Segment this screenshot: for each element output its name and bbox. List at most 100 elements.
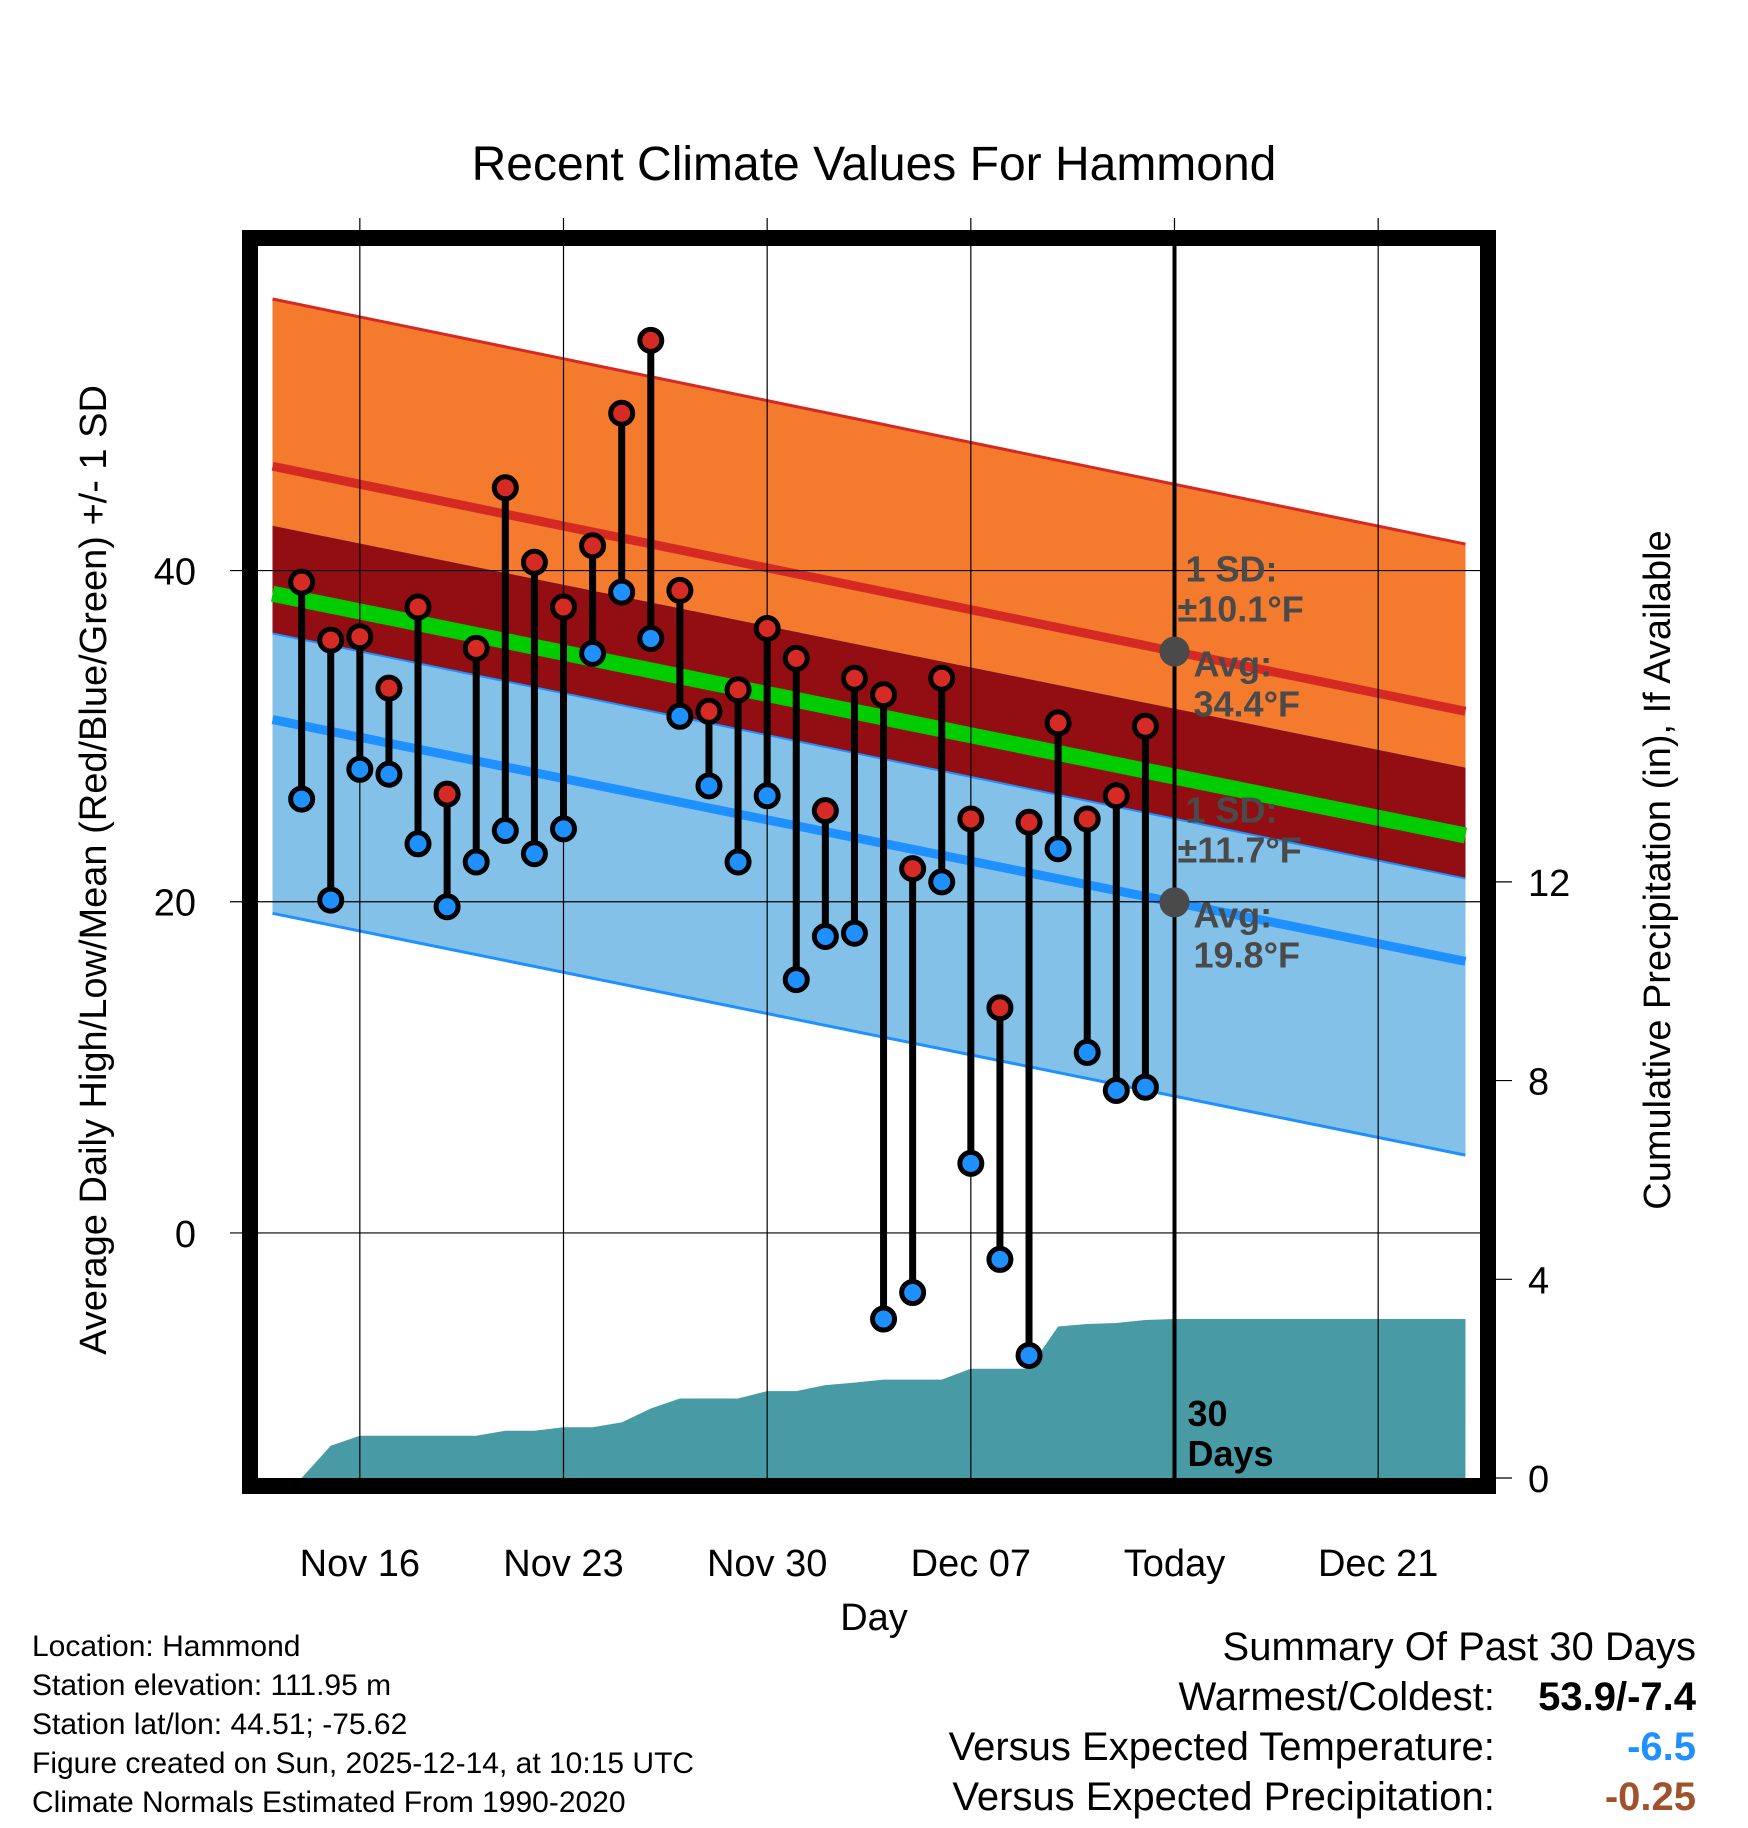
daily-high-point <box>1015 808 1043 836</box>
y-axis-label-right: Cumulative Precipitation (in), If Availa… <box>1637 530 1679 1209</box>
latlon-text: Station lat/lon: 44.51; -75.62 <box>32 1708 408 1741</box>
daily-low-point <box>520 840 548 868</box>
daily-low-point <box>433 893 461 921</box>
precip-value: -0.25 <box>1604 1775 1696 1819</box>
day-observation <box>637 326 665 652</box>
y-right-tick-label: 8 <box>1528 1062 1549 1104</box>
daily-high-point <box>637 326 665 354</box>
daily-low-point <box>753 782 781 810</box>
day-observation <box>986 994 1014 1273</box>
warm-cold-label: Warmest/Coldest: <box>1178 1675 1495 1719</box>
day-observation <box>899 855 927 1307</box>
daily-high-point <box>899 855 927 883</box>
day-observation <box>608 399 636 606</box>
daily-low-point <box>840 919 868 947</box>
daily-high-point <box>811 797 839 825</box>
low-band-lower-edge <box>272 911 1466 1157</box>
temp-label: Versus Expected Temperature: <box>948 1725 1495 1769</box>
daily-low-point <box>346 755 374 783</box>
y-right-tick-label: 12 <box>1528 863 1570 905</box>
day-observation <box>520 548 548 868</box>
daily-low-point <box>608 578 636 606</box>
daily-high-point <box>317 626 345 654</box>
daily-high-point <box>346 623 374 651</box>
location-text: Location: Hammond <box>32 1630 301 1663</box>
day-observation <box>811 797 839 951</box>
high-sd-value: ±10.1°F <box>1178 589 1304 630</box>
temp-value: -6.5 <box>1627 1725 1696 1769</box>
x-tick-label: Nov 23 <box>503 1543 623 1585</box>
day-observation <box>1015 808 1043 1369</box>
today-high-avg-marker <box>1159 636 1190 667</box>
daily-low-point <box>579 639 607 667</box>
daily-low-point <box>782 966 810 994</box>
day-observation <box>1131 712 1159 1101</box>
day-observation <box>375 674 403 788</box>
y-right-tick-label: 0 <box>1528 1459 1549 1501</box>
day-observation <box>1044 709 1072 863</box>
daily-high-point <box>491 474 519 502</box>
daily-low-point <box>1015 1341 1043 1369</box>
precip-label: Versus Expected Precipitation: <box>952 1775 1495 1819</box>
y-right-tick-label: 4 <box>1528 1260 1549 1302</box>
daily-low-point <box>928 868 956 896</box>
low-sd-label: 1 SD: <box>1186 789 1278 830</box>
daily-high-point <box>986 994 1014 1022</box>
normals-text: Climate Normals Estimated From 1990-2020 <box>32 1786 626 1819</box>
x-tick-label: Nov 30 <box>707 1543 827 1585</box>
day-observation <box>1102 782 1130 1105</box>
daily-low-point <box>375 760 403 788</box>
daily-low-point <box>317 886 345 914</box>
daily-low-point <box>986 1245 1014 1273</box>
high-band-upper-edge <box>272 297 1466 546</box>
days-count-word: Days <box>1188 1433 1274 1474</box>
chart-title: Recent Climate Values For Hammond <box>472 138 1277 191</box>
warm-cold-value: 53.9/-7.4 <box>1538 1675 1696 1719</box>
day-observation <box>579 532 607 667</box>
summary-title: Summary Of Past 30 Days <box>1222 1625 1696 1669</box>
normal-mean-line <box>270 585 1468 844</box>
daily-low-point <box>1044 835 1072 863</box>
day-observation <box>317 626 345 914</box>
daily-low-point <box>637 624 665 652</box>
x-tick-label: Dec 21 <box>1318 1543 1438 1585</box>
daily-high-point <box>579 532 607 560</box>
x-tick-label: Nov 16 <box>300 1543 420 1585</box>
daily-low-point <box>288 785 316 813</box>
normal-low-line <box>271 715 1467 966</box>
day-observation <box>462 634 490 876</box>
daily-high-point <box>724 676 752 704</box>
daily-low-point <box>1102 1077 1130 1105</box>
high-avg-label: Avg: <box>1194 644 1273 685</box>
day-observation <box>840 664 868 947</box>
daily-high-point <box>433 780 461 808</box>
daily-low-point <box>550 815 577 843</box>
daily-high-point <box>753 615 781 643</box>
x-axis-label: Day <box>840 1597 908 1639</box>
daily-high-point <box>695 697 723 725</box>
daily-high-point <box>520 548 548 576</box>
daily-low-point <box>811 923 839 951</box>
day-observation <box>346 623 374 783</box>
elevation-text: Station elevation: 111.95 m <box>32 1669 392 1702</box>
today-low-avg-marker <box>1159 887 1190 918</box>
summary-panel: Summary Of Past 30 Days Warmest/Coldest:… <box>949 1622 1696 1822</box>
summary-warm-cold-row: Warmest/Coldest: 53.9/-7.4 <box>949 1672 1697 1722</box>
daily-low-point <box>404 830 432 858</box>
y-tick-label: 0 <box>175 1214 196 1256</box>
daily-high-point <box>1102 782 1130 810</box>
day-observation <box>433 780 461 921</box>
precip-area <box>272 1319 1466 1478</box>
daily-low-point <box>899 1279 927 1307</box>
y-axis-label: Average Daily High/Low/Mean (Red/Blue/Gr… <box>73 385 115 1355</box>
daily-observations <box>288 326 1159 1369</box>
summary-temp-row: Versus Expected Temperature: -6.5 <box>949 1722 1696 1772</box>
day-observation <box>491 474 519 845</box>
daily-high-point <box>462 634 490 662</box>
day-observation <box>724 676 752 876</box>
daily-low-point <box>724 848 752 876</box>
day-observation <box>928 664 956 896</box>
day-observation <box>870 681 898 1333</box>
